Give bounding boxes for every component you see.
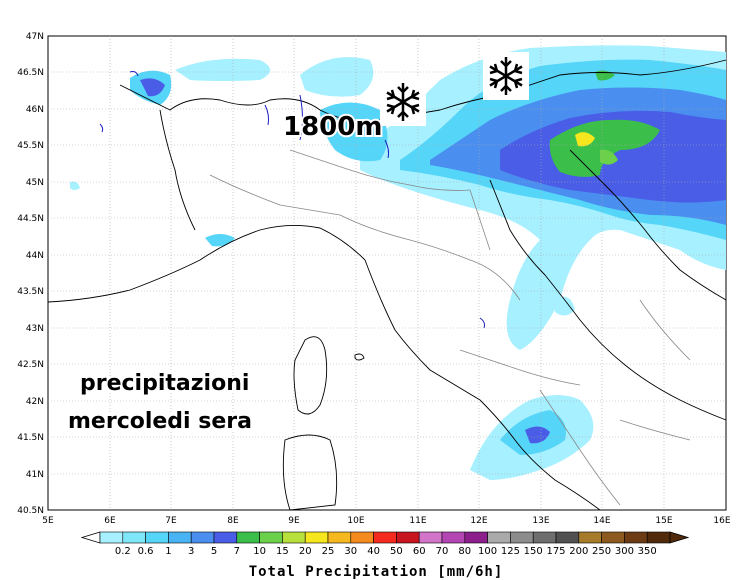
latitude-labels: 47N 46.5N 46N 45.5N 45N 44.5N 44N 43.5N … — [17, 32, 44, 516]
lat-label: 47N — [26, 32, 44, 42]
regional-borders — [209, 149, 691, 506]
colorbar-label: 40 — [367, 546, 380, 557]
colorbar-label: 150 — [524, 546, 543, 557]
colorbar-label: 200 — [569, 546, 588, 557]
longitude-labels: 5E 6E 7E 8E 9E 10E 11E 12E 13E 14E 15E 1… — [42, 516, 731, 526]
colorbar-label: 7 — [234, 546, 240, 557]
colorbar-swatch — [578, 531, 602, 544]
colorbar-label: 0.2 — [115, 546, 131, 557]
colorbar-swatch — [532, 531, 557, 544]
lat-label: 46.5N — [17, 68, 44, 78]
lakes — [99, 71, 485, 329]
colorbar-swatch — [646, 531, 671, 544]
colorbar-swatches — [80, 531, 690, 544]
coastlines — [47, 59, 727, 511]
colorbar-swatch — [99, 531, 124, 544]
lon-label: 16E — [713, 516, 730, 526]
colorbar-swatch — [555, 531, 580, 544]
lon-label: 11E — [409, 516, 426, 526]
colorbar-swatch — [304, 531, 329, 544]
colorbar-swatch — [373, 531, 397, 544]
colorbar-label: 60 — [413, 546, 426, 557]
colorbar-swatch — [213, 531, 238, 544]
lon-label: 8E — [227, 516, 239, 526]
colorbar-swatch — [122, 531, 146, 544]
colorbar-label: 100 — [478, 546, 497, 557]
colorbar-arrow-left — [80, 531, 101, 544]
colorbar-swatch — [510, 531, 534, 544]
lon-label: 15E — [655, 516, 672, 526]
colorbar-swatch — [396, 531, 420, 544]
lat-label: 42N — [26, 397, 44, 407]
lat-label: 45.5N — [17, 141, 44, 151]
colorbar-label: 80 — [458, 546, 471, 557]
caption-line-1: precipitazioni — [80, 371, 249, 396]
snowflake-icon — [380, 78, 426, 126]
colorbar-label: 300 — [615, 546, 634, 557]
lat-label: 44.5N — [17, 214, 44, 224]
colorbar-swatch — [624, 531, 648, 544]
colorbar-label: 50 — [390, 546, 403, 557]
altitude-annotation: 1800m — [283, 112, 382, 142]
colorbar-label: 25 — [322, 546, 335, 557]
colorbar-swatch — [327, 531, 352, 544]
lat-label: 41.5N — [17, 433, 44, 443]
colorbar-label: 3 — [188, 546, 194, 557]
colorbar-label: 1 — [165, 546, 171, 557]
colorbar-swatch — [259, 531, 283, 544]
colorbar-label: 250 — [592, 546, 611, 557]
colorbar-swatch — [282, 531, 306, 544]
lat-label: 44N — [26, 251, 44, 261]
colorbar-label: 70 — [436, 546, 449, 557]
colorbar-swatch — [487, 531, 511, 544]
colorbar-swatch — [145, 531, 169, 544]
colorbar-label: 20 — [299, 546, 312, 557]
colorbar-label: 0.6 — [138, 546, 154, 557]
lat-label: 40.5N — [17, 506, 44, 516]
colorbar-swatch — [190, 531, 215, 544]
lon-label: 10E — [347, 516, 364, 526]
lon-label: 5E — [42, 516, 54, 526]
lat-label: 43N — [26, 324, 44, 334]
colorbar-label: 10 — [253, 546, 266, 557]
lon-label: 9E — [288, 516, 300, 526]
lat-label: 42.5N — [17, 360, 44, 370]
colorbar-swatch — [464, 531, 488, 544]
colorbar-swatch — [350, 531, 374, 544]
colorbar: 0.2 0.6 1 3 5 7 10 15 20 25 30 40 50 60 70 80 100 125 150 1… — [80, 531, 690, 580]
colorbar-swatch — [236, 531, 260, 544]
colorbar-swatch — [418, 531, 443, 544]
lon-label: 7E — [165, 516, 177, 526]
colorbar-label: 125 — [501, 546, 520, 557]
snowflake-icon — [483, 52, 529, 100]
lon-label: 13E — [532, 516, 549, 526]
colorbar-title: Total Precipitation [mm/6h] — [249, 564, 504, 580]
lon-label: 14E — [593, 516, 610, 526]
colorbar-label: 175 — [546, 546, 565, 557]
lon-label: 12E — [470, 516, 487, 526]
lat-label: 41N — [26, 470, 44, 480]
colorbar-label: 15 — [276, 546, 289, 557]
colorbar-label: 30 — [344, 546, 357, 557]
lat-label: 45N — [26, 178, 44, 188]
colorbar-label: 5 — [211, 546, 217, 557]
colorbar-swatch — [441, 531, 466, 544]
colorbar-swatch — [601, 531, 625, 544]
colorbar-arrow-right — [669, 531, 690, 544]
lat-label: 46N — [26, 105, 44, 115]
colorbar-labels: 0.2 0.6 1 3 5 7 10 15 20 25 30 40 50 60 70 80 100 125 150 1… — [115, 546, 657, 557]
caption-line-2: mercoledi sera — [68, 409, 252, 434]
lon-label: 6E — [104, 516, 116, 526]
lat-lon-grid — [48, 36, 726, 510]
lat-label: 43.5N — [17, 287, 44, 297]
colorbar-label: 350 — [638, 546, 657, 557]
colorbar-swatch — [168, 531, 192, 544]
